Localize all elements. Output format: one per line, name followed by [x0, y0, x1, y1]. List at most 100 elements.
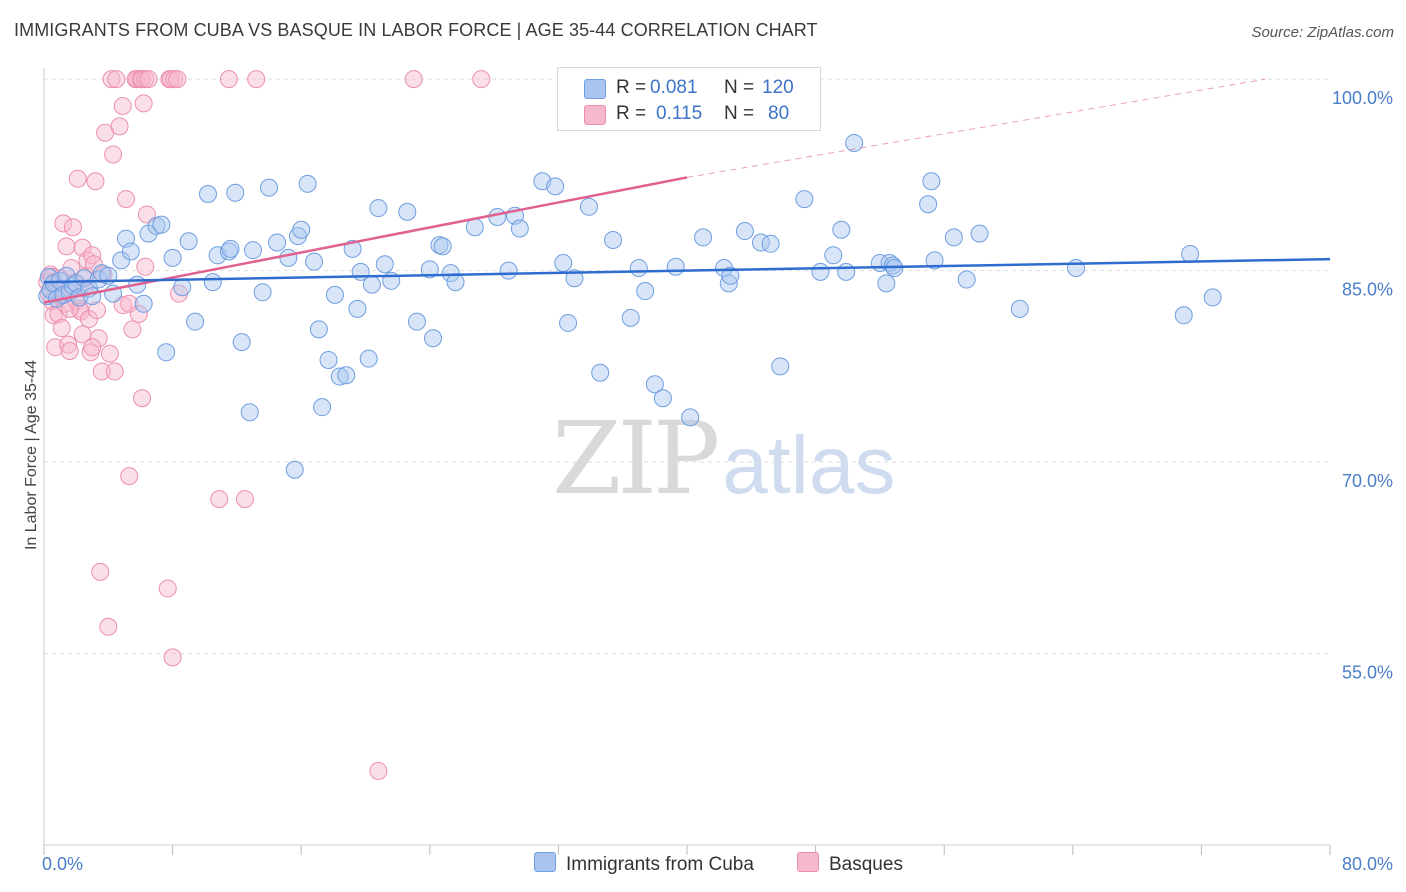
legend-label-basques: Basques	[829, 854, 903, 875]
n-value: 80	[768, 103, 790, 124]
basques-point	[404, 70, 423, 89]
basques-point	[102, 70, 121, 89]
cuba-point	[499, 261, 518, 280]
source-credit: Source: ZipAtlas.com	[1251, 24, 1394, 41]
cuba-point	[221, 239, 240, 258]
watermark-zip: ZIP	[552, 400, 720, 517]
basques-point	[63, 218, 82, 237]
cuba-point	[761, 234, 780, 253]
basques-trend-extension	[686, 78, 1266, 178]
r-value: 0.115	[656, 103, 703, 124]
cuba-point	[424, 329, 443, 348]
basques-point	[73, 325, 92, 344]
legend-item-cuba: Immigrants from Cuba	[534, 852, 754, 876]
x-tick-label: 0.0%	[42, 854, 83, 874]
basques-point	[83, 338, 102, 357]
basques-trend-line	[43, 176, 688, 304]
cuba-point	[446, 273, 465, 292]
cuba-point	[186, 312, 205, 331]
cuba-point	[751, 233, 770, 252]
cuba-point	[925, 251, 944, 270]
basques-point	[68, 169, 87, 188]
cuba-point	[488, 208, 507, 226]
cuba-point	[465, 218, 484, 237]
basques-point	[129, 305, 148, 324]
basques-point	[235, 490, 254, 509]
cuba-point	[121, 242, 140, 261]
cuba-point	[957, 270, 976, 289]
cuba-point	[305, 252, 324, 271]
cuba-point	[112, 251, 131, 270]
cuba-point	[441, 264, 460, 283]
cuba-point	[811, 262, 830, 281]
n-label: N =	[724, 77, 755, 98]
basques-point	[472, 70, 491, 89]
cuba-point	[653, 389, 672, 408]
cuba-point	[771, 357, 790, 376]
basques-point	[113, 96, 132, 115]
cuba-point	[565, 269, 584, 288]
basques-point	[60, 342, 79, 361]
cuba-point	[433, 237, 452, 256]
cuba-point	[240, 403, 259, 422]
basques-point	[92, 362, 111, 381]
cuba-point	[325, 285, 344, 304]
cuba-point	[1181, 245, 1200, 264]
basques-point	[369, 761, 388, 780]
basques-point	[120, 467, 139, 486]
legend-label-cuba: Immigrants from Cuba	[566, 854, 754, 875]
x-tick-label: 80.0%	[1342, 854, 1393, 874]
cuba-point	[1067, 259, 1086, 278]
basques-point	[86, 172, 105, 191]
cuba-point	[645, 375, 664, 394]
basques-point	[99, 617, 118, 636]
cuba-point	[319, 350, 338, 369]
stats-legend: R = 0.081 N = 120 R = 0.115 N = 80	[557, 67, 821, 131]
cuba-point	[243, 241, 262, 260]
cuba-point	[719, 274, 738, 293]
cuba-point	[721, 266, 740, 285]
basques-point	[88, 301, 107, 320]
cuba-point	[824, 246, 843, 265]
cuba-trend-line	[43, 257, 1331, 284]
cuba-point	[362, 275, 381, 294]
basques-point	[219, 70, 238, 89]
cuba-point	[343, 239, 362, 258]
cuba-point	[157, 343, 176, 362]
legend-swatch-pink	[797, 852, 819, 872]
legend-swatch-blue	[534, 852, 556, 872]
cuba-point	[232, 333, 251, 352]
basques-point	[54, 214, 73, 233]
cuba-point	[226, 183, 245, 202]
cuba-point	[369, 199, 388, 218]
r-value: 0.081	[650, 77, 698, 98]
cuba-point	[591, 363, 610, 382]
cuba-point	[292, 220, 311, 239]
cuba-point	[832, 220, 851, 239]
cuba-point	[260, 178, 279, 197]
legend-swatch-pink	[584, 105, 606, 125]
cuba-point	[681, 408, 700, 427]
cuba-point	[163, 248, 182, 267]
cuba-point	[621, 308, 640, 327]
y-tick-label: 70.0%	[1342, 471, 1393, 491]
r-label: R =	[616, 77, 647, 98]
basques-point	[210, 490, 229, 509]
cuba-point	[285, 460, 304, 479]
basques-point	[158, 579, 177, 598]
basques-point	[163, 648, 182, 667]
watermark: ZIPatlas	[552, 400, 896, 517]
basques-point	[139, 70, 158, 89]
cuba-point	[313, 398, 332, 417]
cuba-point	[877, 274, 896, 293]
basques-point	[133, 389, 152, 408]
cuba-point	[375, 255, 394, 274]
cuba-point	[330, 367, 349, 386]
cuba-point	[919, 195, 938, 214]
cuba-point	[559, 313, 578, 332]
legend-item-basques: Basques	[797, 852, 903, 876]
cuba-point	[134, 294, 153, 313]
cuba-point	[398, 202, 417, 221]
n-label: N =	[724, 103, 755, 124]
